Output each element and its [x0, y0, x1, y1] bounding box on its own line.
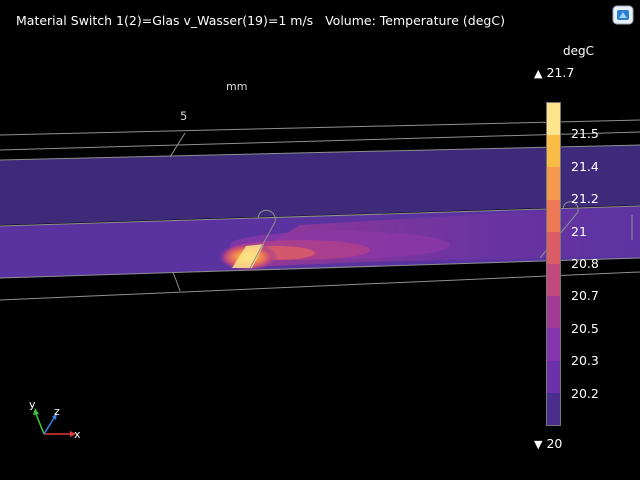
colorbar-segment [547, 135, 560, 168]
axis-triad: x y z [29, 398, 81, 441]
colorbar-unit: degC [563, 44, 594, 58]
colorbar-segment [547, 199, 560, 232]
z-axis-label: z [54, 405, 60, 418]
colorbar-tick-label: 20.5 [571, 320, 599, 336]
colorbar-segment [547, 392, 560, 426]
colorbar-segment [547, 296, 560, 329]
colorbar-tick-label: 21.5 [571, 126, 599, 142]
triangle-down-icon: ▼ [534, 438, 543, 451]
triangle-up-icon: ▲ [534, 67, 543, 80]
colorbar-tick-label: 21 [571, 223, 587, 239]
colorbar-segment [547, 328, 560, 361]
colorbar-tick-label: 21.2 [571, 191, 599, 207]
colorbar-tick-label: 20.2 [571, 385, 599, 401]
colorbar-max-label: 21.7 [546, 65, 575, 80]
upper-channel-surface [0, 145, 640, 225]
colorbar-min-label: 20 [546, 436, 563, 451]
colorbar-segment [547, 231, 560, 265]
x-axis-label: x [74, 428, 81, 441]
plot-title: Material Switch 1(2)=Glas v_Wasser(19)=1… [16, 13, 505, 28]
colorbar-min: ▼ 20 [534, 436, 562, 451]
colorbar-tick-label: 21.4 [571, 158, 599, 174]
colorbar-tick-label: 20.8 [571, 256, 599, 271]
heater-strip [232, 244, 264, 268]
colorbar-segment [547, 264, 560, 297]
colorbar [546, 102, 561, 426]
colorbar-segment [547, 360, 560, 393]
y-axis-arrow [35, 413, 45, 435]
geometry-edges [0, 119, 640, 301]
app-logo-icon[interactable] [612, 5, 634, 25]
axis-unit-label: mm [226, 80, 248, 93]
colorbar-max: ▲ 21.7 [534, 65, 574, 80]
axis-tick-label: 5 [180, 109, 188, 123]
colorbar-tick-label: 20.7 [571, 288, 599, 304]
colorbar-tick-label: 20.3 [571, 353, 599, 369]
z-axis-arrow [43, 417, 55, 435]
y-axis-label: y [29, 398, 36, 411]
colorbar-segment [547, 167, 560, 200]
colorbar-segment [547, 103, 560, 136]
